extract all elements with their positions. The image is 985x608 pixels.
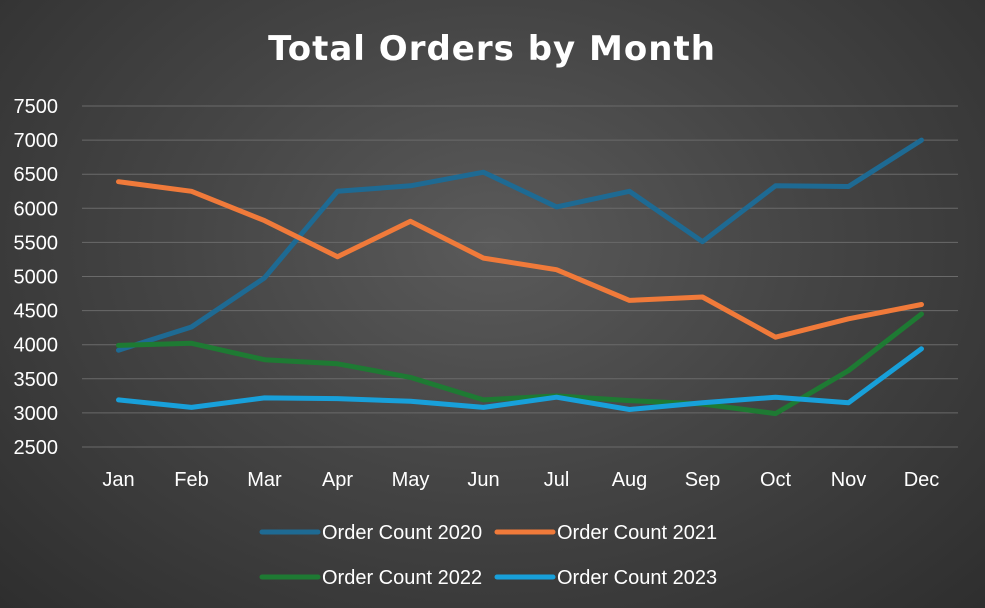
y-axis-tick-labels: 2500 3000 3500 4000 4500 5000 5500 6000 6500 7000… (14, 96, 59, 459)
x-tick-label: Sep (685, 469, 721, 491)
legend-label: Order Count 2021 (557, 522, 717, 544)
legend-item: Order Count 2023 (494, 567, 717, 589)
legend-item: Order Count 2022 (259, 567, 482, 589)
legend-item: Order Count 2020 (259, 522, 482, 544)
series-line-4 (116, 346, 924, 412)
y-tick-label: 6000 (14, 198, 59, 220)
y-tick-label: 4000 (14, 335, 59, 357)
x-tick-label: Nov (831, 469, 867, 491)
x-tick-label: Feb (174, 469, 208, 491)
y-tick-label: 5500 (14, 232, 59, 254)
x-tick-label: Mar (247, 469, 282, 491)
y-tick-label: 5000 (14, 267, 59, 289)
x-axis-tick-labels: Jan Feb Mar Apr May Jun Jul Aug Sep Oct Nov Dec (102, 469, 939, 491)
x-tick-label: Dec (904, 469, 940, 491)
series-line-1 (116, 137, 924, 353)
y-tick-label: 7500 (14, 96, 59, 118)
y-tick-label: 7000 (14, 130, 59, 152)
series-lines (116, 137, 924, 417)
legend-label: Order Count 2020 (322, 522, 482, 544)
x-tick-label: Apr (322, 469, 353, 491)
x-tick-label: Aug (612, 469, 648, 491)
legend-item: Order Count 2021 (494, 522, 717, 544)
y-tick-label: 2500 (14, 437, 59, 459)
chart-title: Total Orders by Month (268, 29, 716, 69)
legend-label: Order Count 2022 (322, 567, 482, 589)
x-tick-label: Jan (102, 469, 134, 491)
gridlines (82, 105, 958, 448)
x-tick-label: May (392, 469, 430, 491)
legend: Order Count 2020 Order Count 2021 Order Co… (259, 522, 717, 589)
y-tick-label: 3000 (14, 403, 59, 425)
y-tick-label: 3500 (14, 369, 59, 391)
series-line-3 (116, 311, 924, 417)
x-tick-label: Oct (760, 469, 792, 491)
x-tick-label: Jun (467, 469, 499, 491)
legend-label: Order Count 2023 (557, 567, 717, 589)
y-tick-label: 4500 (14, 301, 59, 323)
series-line-2 (116, 179, 924, 340)
y-tick-label: 6500 (14, 164, 59, 186)
x-tick-label: Jul (544, 469, 570, 491)
